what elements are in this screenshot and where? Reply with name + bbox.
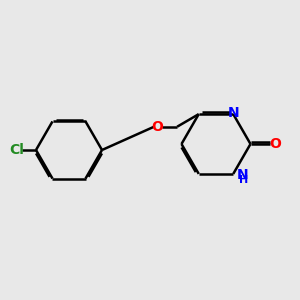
- Text: O: O: [269, 137, 281, 151]
- Text: N: N: [228, 106, 240, 120]
- Text: H: H: [239, 176, 248, 185]
- Text: Cl: Cl: [10, 143, 25, 157]
- Text: N: N: [237, 168, 248, 182]
- Text: O: O: [151, 120, 163, 134]
